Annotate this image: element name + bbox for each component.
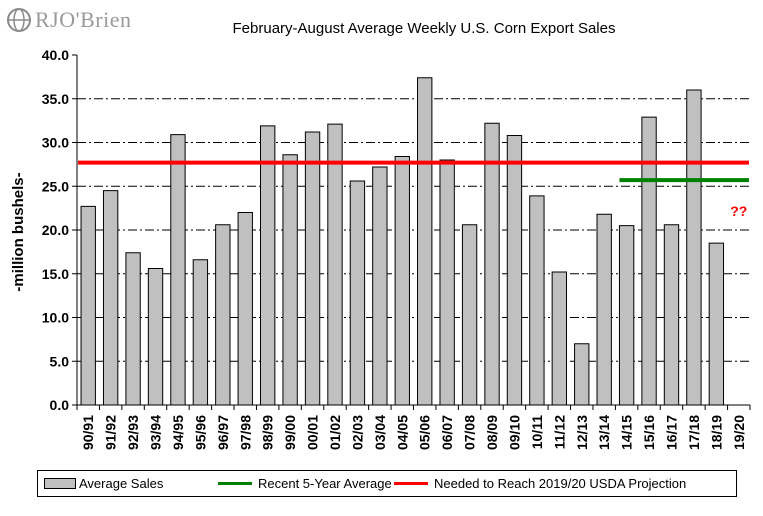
x-tick-label: 00/01	[305, 415, 321, 450]
annotation-question-marks: ??	[730, 203, 747, 219]
legend: Average Sales Recent 5-Year Average Need…	[37, 470, 737, 497]
bar	[170, 134, 186, 406]
bar	[596, 213, 612, 406]
bar	[686, 89, 702, 406]
x-tick-label: 98/99	[260, 415, 276, 450]
legend-label-needed: Needed to Reach 2019/20 USDA Projection	[434, 476, 687, 491]
bar	[304, 131, 321, 406]
x-tick-label: 17/18	[686, 415, 702, 450]
bar	[372, 166, 388, 406]
x-tick-label: 10/11	[529, 415, 545, 449]
bar	[641, 116, 657, 406]
legend-item-needed: Needed to Reach 2019/20 USDA Projection	[394, 471, 686, 496]
bar	[506, 135, 523, 406]
x-tick-label: 92/93	[125, 415, 141, 450]
x-tick-label: 11/12	[551, 415, 567, 449]
y-tick-label: 0.0	[50, 397, 70, 413]
bar	[215, 224, 231, 406]
bar	[147, 268, 164, 406]
x-tick-label: 97/98	[237, 415, 253, 450]
x-tick-label: 99/00	[282, 415, 298, 450]
legend-swatch-green-line	[218, 482, 252, 485]
x-tick-label: 18/19	[708, 415, 724, 450]
bar	[394, 156, 410, 406]
legend-item-average-sales: Average Sales	[44, 471, 163, 496]
x-tick-label: 19/20	[731, 415, 747, 450]
x-tick-label: 90/91	[80, 415, 96, 450]
bar	[260, 125, 276, 406]
bar	[237, 212, 253, 406]
bar	[439, 159, 455, 406]
y-tick-label: 5.0	[50, 353, 70, 369]
x-tick-label: 14/15	[619, 415, 635, 450]
x-tick-label: 06/07	[439, 415, 455, 450]
logo-text: RJO'Brien	[35, 7, 132, 32]
bar	[708, 242, 725, 406]
y-axis-label: -million bushels-	[10, 172, 27, 291]
bar	[102, 190, 119, 406]
x-tick-label: 15/16	[641, 415, 657, 450]
x-tick-label: 12/13	[574, 415, 590, 450]
bar	[551, 271, 567, 406]
y-tick-label: 40.0	[42, 47, 69, 63]
bar	[349, 180, 366, 406]
plot-area: 0.0 5.0 10.0 15.0 20.0 25.0 30.0 35.0 40.0 90/91 9…	[42, 47, 751, 450]
logo-globe-icon	[7, 8, 31, 32]
x-tick-label: 13/14	[596, 415, 612, 450]
legend-label-five-year-average: Recent 5-Year Average	[258, 476, 392, 491]
x-tick-label: 08/09	[484, 415, 500, 450]
y-tick-label: 10.0	[42, 310, 69, 326]
x-tick-label: 16/17	[663, 415, 679, 450]
bar	[327, 123, 343, 406]
bar	[80, 205, 96, 406]
bar	[461, 224, 478, 406]
x-tick-label: 01/02	[327, 415, 343, 450]
x-tick-label: 02/03	[349, 415, 365, 450]
x-tick-label: 05/06	[417, 415, 433, 450]
y-tick-label: 15.0	[42, 266, 69, 282]
bar	[618, 225, 635, 406]
x-tick-label: 93/94	[148, 415, 164, 450]
y-tick-label: 35.0	[42, 91, 69, 107]
x-tick-label: 04/05	[394, 415, 410, 450]
bar	[529, 195, 545, 406]
x-tick-label: 09/10	[506, 415, 522, 450]
bar	[417, 77, 433, 406]
x-tick-label: 95/96	[192, 415, 208, 450]
x-tick-label: 03/04	[372, 415, 388, 450]
y-tick-label: 20.0	[42, 222, 69, 238]
x-tick-label: 96/97	[215, 415, 231, 450]
y-tick-label: 25.0	[42, 178, 69, 194]
chart-title: February-August Average Weekly U.S. Corn…	[233, 20, 616, 37]
legend-swatch-red-line	[394, 482, 428, 485]
bar	[574, 343, 590, 406]
logo: RJO'Brien	[6, 7, 131, 33]
bar	[125, 252, 141, 406]
legend-item-five-year-average: Recent 5-Year Average	[218, 471, 392, 496]
x-tick-label: 94/95	[170, 415, 186, 450]
bar	[484, 122, 500, 406]
bar	[663, 224, 680, 406]
legend-swatch-bar	[44, 478, 76, 489]
y-tick-label: 30.0	[42, 135, 69, 151]
legend-label-average-sales: Average Sales	[79, 476, 164, 491]
x-tick-label: 91/92	[103, 415, 119, 450]
x-tick-label: 07/08	[462, 415, 478, 450]
bar	[192, 259, 209, 406]
bar	[282, 154, 298, 406]
